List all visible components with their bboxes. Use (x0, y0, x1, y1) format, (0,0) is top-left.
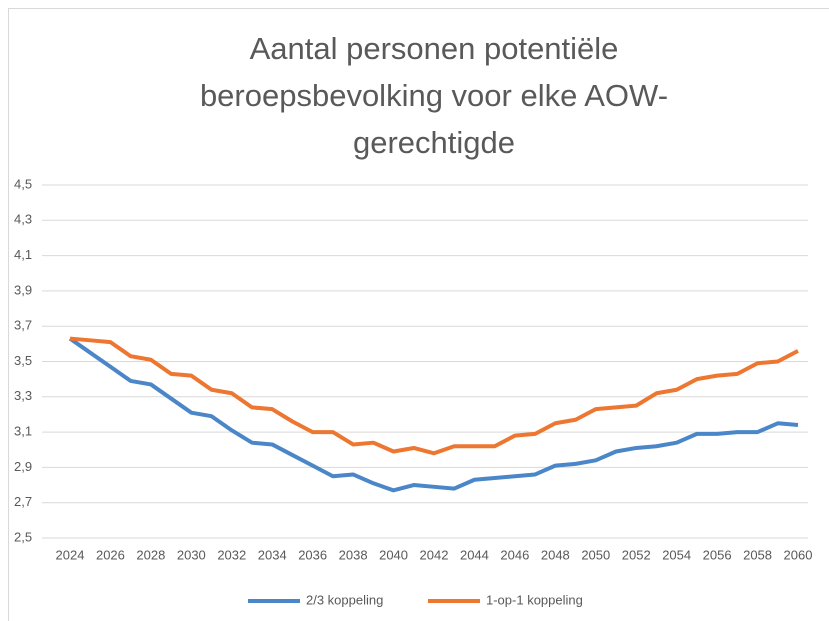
y-tick-label: 3,1 (14, 424, 32, 439)
chart-title: Aantal personen potentiële (250, 31, 619, 66)
x-tick-label: 2024 (56, 547, 85, 562)
series-line (68, 336, 799, 493)
legend-label: 1-op-1 koppeling (486, 592, 583, 607)
series-line (69, 336, 799, 456)
y-tick-label: 2,7 (14, 494, 32, 509)
x-tick-label: 2034 (258, 547, 287, 562)
x-tick-label: 2060 (784, 547, 813, 562)
y-tick-label: 4,5 (14, 176, 32, 191)
x-tick-label: 2036 (298, 547, 327, 562)
x-tick-label: 2056 (703, 547, 732, 562)
x-tick-label: 2048 (541, 547, 570, 562)
x-tick-label: 2046 (500, 547, 529, 562)
x-tick-label: 2044 (460, 547, 489, 562)
x-tick-label: 2032 (217, 547, 246, 562)
y-tick-label: 3,9 (14, 282, 32, 297)
chart-frame (8, 8, 829, 621)
x-tick-label: 2054 (662, 547, 691, 562)
x-tick-label: 2040 (379, 547, 408, 562)
chart-title: gerechtigde (353, 125, 515, 160)
x-tick-label: 2042 (420, 547, 449, 562)
y-tick-label: 4,1 (14, 247, 32, 262)
y-tick-label: 3,7 (14, 318, 32, 333)
chart-title: beroepsbevolking voor elke AOW- (200, 78, 668, 113)
x-tick-label: 2050 (581, 547, 610, 562)
x-tick-label: 2052 (622, 547, 651, 562)
x-tick-label: 2030 (177, 547, 206, 562)
y-tick-label: 2,9 (14, 459, 32, 474)
y-tick-label: 4,3 (14, 212, 32, 227)
x-tick-label: 2026 (96, 547, 125, 562)
y-tick-label: 2,5 (14, 529, 32, 544)
x-tick-label: 2028 (136, 547, 165, 562)
x-tick-label: 2038 (339, 547, 368, 562)
legend-label: 2/3 koppeling (306, 592, 383, 607)
y-tick-label: 3,3 (14, 388, 32, 403)
y-tick-label: 3,5 (14, 353, 32, 368)
x-tick-label: 2058 (743, 547, 772, 562)
